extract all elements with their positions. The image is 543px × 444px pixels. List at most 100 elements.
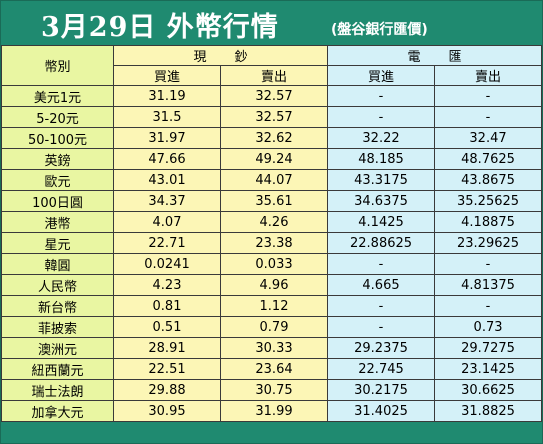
cash-sell-cell: 32.57: [219, 106, 329, 128]
tt-buy-cell: 30.2175: [327, 379, 436, 401]
page-title: 3月29日 外幣行情: [41, 12, 279, 43]
tt-sell-cell: 43.8675: [434, 169, 543, 191]
currency-name-cell: 美元1元: [1, 85, 114, 107]
table-row: 美元1元 31.19 32.57- -: [1, 85, 543, 107]
tt-sell-cell: -: [434, 253, 543, 275]
tt-sell-cell: 30.6625: [434, 379, 543, 401]
cash-sell-cell: 49.24: [219, 148, 329, 170]
currency-name-cell: 星元: [1, 232, 114, 254]
cash-buy-cell: 43.01: [113, 169, 221, 191]
table-row: 加拿大元 30.95 31.99 31.4025 31.8825: [1, 400, 543, 422]
tt-buy-cell: -: [327, 295, 436, 317]
header-row-group: 幣別 現鈔 電匯: [1, 45, 543, 86]
header-row-sub: 買進 賣出 買進 賣出: [2, 65, 543, 86]
cash-buy-cell: 28.91: [113, 337, 221, 359]
source-note: (盤谷銀行匯價): [331, 22, 428, 38]
telegraphic-group-header: 電匯: [327, 45, 543, 66]
currency-name-cell: 紐西蘭元: [1, 358, 114, 380]
tt-buy-cell: -: [327, 106, 436, 128]
currency-column-header: 幣別: [1, 45, 114, 86]
cash-buy-cell: 4.23: [113, 274, 221, 296]
cash-buy-cell: 30.95: [113, 400, 221, 422]
tt-buy-cell: -: [327, 85, 436, 107]
currency-name-cell: 新台幣: [1, 295, 114, 317]
tt-buy-cell: 34.6375: [327, 190, 436, 212]
cash-buy-cell: 22.51: [113, 358, 221, 380]
cash-sell-header: 賣出: [219, 65, 329, 86]
currency-name-cell: 英鎊: [1, 148, 114, 170]
tt-sell-header: 賣出: [434, 65, 543, 86]
cash-sell-cell: 4.26: [219, 211, 329, 233]
currency-name-cell: 歐元: [1, 169, 114, 191]
tt-buy-cell: 4.665: [327, 274, 436, 296]
cash-sell-cell: 0.79: [219, 316, 329, 338]
tt-buy-header: 買進: [327, 65, 436, 86]
currency-name-cell: 加拿大元: [1, 400, 114, 422]
tt-buy-cell: 4.1425: [327, 211, 436, 233]
tt-sell-cell: 23.29625: [434, 232, 543, 254]
table-row: 菲披索 0.51 0.79-0.73: [1, 316, 543, 338]
currency-name-cell: 50-100元: [1, 127, 114, 149]
tt-buy-cell: 48.185: [327, 148, 436, 170]
table-row: 瑞士法朗 29.88 30.75 30.2175 30.6625: [1, 379, 543, 401]
tt-sell-cell: 32.47: [434, 127, 543, 149]
cash-buy-cell: 47.66: [113, 148, 221, 170]
currency-name-cell: 100日圓: [1, 190, 114, 212]
tt-sell-cell: 23.1425: [434, 358, 543, 380]
tt-buy-cell: 29.2375: [327, 337, 436, 359]
currency-name-cell: 港幣: [1, 211, 114, 233]
tt-buy-cell: -: [327, 316, 436, 338]
table-row: 英鎊 47.66 49.24 48.185 48.7625: [1, 148, 543, 170]
tt-sell-cell: 48.7625: [434, 148, 543, 170]
table-row: 澳洲元 28.91 30.33 29.2375 29.7275: [1, 337, 543, 359]
cash-buy-cell: 0.51: [113, 316, 221, 338]
currency-name-cell: 韓圓: [1, 253, 114, 275]
tt-buy-cell: 31.4025: [327, 400, 436, 422]
tt-sell-cell: -: [434, 85, 543, 107]
cash-sell-cell: 4.96: [219, 274, 329, 296]
cash-sell-cell: 31.99: [219, 400, 329, 422]
cash-sell-cell: 1.12: [219, 295, 329, 317]
tt-buy-cell: 43.3175: [327, 169, 436, 191]
tt-buy-cell: 22.745: [327, 358, 436, 380]
tt-sell-cell: -: [434, 106, 543, 128]
table-row: 紐西蘭元 22.51 23.64 22.745 23.1425: [1, 358, 543, 380]
tt-sell-cell: 35.25625: [434, 190, 543, 212]
cash-group-header: 現鈔: [112, 45, 329, 66]
tt-buy-cell: 22.88625: [327, 232, 436, 254]
currency-name-cell: 瑞士法朗: [1, 379, 114, 401]
table-row: 歐元 43.01 44.07 43.3175 43.8675: [1, 169, 543, 191]
cash-buy-cell: 29.88: [113, 379, 221, 401]
cash-sell-cell: 30.75: [219, 379, 329, 401]
cash-sell-cell: 44.07: [219, 169, 329, 191]
tt-sell-cell: 31.8825: [434, 400, 543, 422]
cash-buy-cell: 31.5: [113, 106, 221, 128]
title-bar: 3月29日 外幣行情 (盤谷銀行匯價): [1, 1, 542, 45]
table-row: 港幣 4.07 4.26 4.1425 4.18875: [1, 211, 543, 233]
table-row: 星元 22.71 23.38 22.88625 23.29625: [1, 232, 543, 254]
table-row: 50-100元 31.97 32.62 32.22 32.47: [1, 127, 543, 149]
cash-buy-cell: 31.19: [113, 85, 221, 107]
cash-sell-cell: 0.033: [219, 253, 329, 275]
tt-sell-cell: 0.73: [434, 316, 543, 338]
tt-buy-cell: -: [327, 253, 436, 275]
cash-sell-cell: 32.62: [219, 127, 329, 149]
table-row: 5-20元 31.5 32.57- -: [1, 106, 543, 128]
currency-name-cell: 菲披索: [1, 316, 114, 338]
table-row: 新台幣 0.81 1.12- -: [1, 295, 543, 317]
currency-name-cell: 5-20元: [1, 106, 114, 128]
tt-sell-cell: 29.7275: [434, 337, 543, 359]
cash-buy-cell: 31.97: [113, 127, 221, 149]
cash-buy-cell: 34.37: [113, 190, 221, 212]
cash-sell-cell: 30.33: [219, 337, 329, 359]
tt-sell-cell: 4.81375: [434, 274, 543, 296]
table-row: 韓圓 0.0241 0.033- -: [1, 253, 543, 275]
tt-sell-cell: 4.18875: [434, 211, 543, 233]
exchange-rate-table: 幣別 現鈔 電匯 買進 賣出 買進 賣出 美元1元 31.19 32.57- -5-2…: [1, 45, 543, 422]
cash-buy-cell: 4.07: [113, 211, 221, 233]
cash-sell-cell: 23.64: [219, 358, 329, 380]
cash-sell-cell: 23.38: [219, 232, 329, 254]
table-row: 100日圓 34.37 35.61 34.6375 35.25625: [1, 190, 543, 212]
cash-sell-cell: 32.57: [219, 85, 329, 107]
